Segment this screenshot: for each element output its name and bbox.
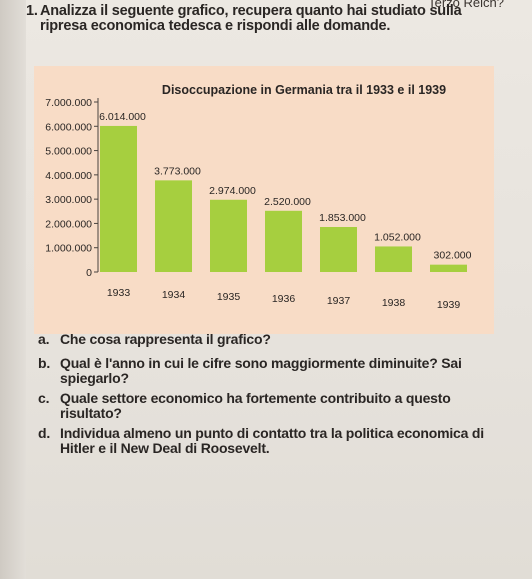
chart-bar (375, 246, 412, 272)
y-tick-label: 6.000.000 (45, 121, 92, 133)
question-c: c. Quale settore economico ha fortemente… (38, 389, 508, 422)
question-label: b. (38, 354, 51, 371)
header-fragment: Terzo Reich? (428, 0, 504, 10)
bar-data-label: 302.000 (434, 250, 472, 262)
chart-bar (100, 125, 137, 272)
y-tick-label: 7.000.000 (45, 97, 92, 109)
x-category-label: 1936 (272, 293, 296, 305)
question-d: d. Individua almeno un punto di contatto… (38, 424, 508, 457)
chart-title: Disoccupazione in Germania tra il 1933 e… (162, 83, 446, 97)
y-tick-label: 4.000.000 (45, 170, 92, 182)
chart-bar (430, 264, 467, 272)
chart-svg: 0 1.000.000 2.000.000 3.000.000 4.000.000 5.0… (45, 83, 472, 311)
bar-data-label: 2.974.000 (209, 185, 256, 197)
exercise-instruction: 1. Analizza il seguente grafico, recuper… (26, 3, 510, 34)
chart-bar (155, 180, 192, 272)
question-a: a. Che cosa rappresenta il grafico? (38, 331, 508, 348)
question-text: Qual è l'anno in cui le cifre sono maggi… (60, 354, 462, 386)
question-text: Quale settore economico ha fortemente co… (60, 389, 451, 421)
y-tick-label: 5.000.000 (45, 146, 92, 158)
chart-bar (265, 210, 302, 272)
bar-data-label: 6.014.000 (99, 111, 146, 123)
question-label: a. (38, 331, 50, 347)
x-category-label: 1937 (327, 295, 351, 307)
bar-data-label: 3.773.000 (154, 165, 201, 177)
bar-data-label: 1.853.000 (319, 212, 366, 224)
page-binding (0, 0, 26, 579)
x-category-label: 1935 (217, 291, 241, 303)
exercise-instruction-text: Analizza il seguente grafico, recupera q… (40, 3, 462, 34)
chart-bar (320, 226, 357, 272)
bar-data-label: 2.520.000 (264, 196, 311, 208)
x-category-label: 1934 (162, 289, 186, 301)
y-tick-label: 3.000.000 (45, 194, 92, 206)
chart-bar (210, 199, 247, 272)
question-label: d. (38, 424, 51, 441)
question-text: Individua almeno un punto di contatto tr… (60, 424, 484, 456)
bar-data-label: 1.052.000 (374, 231, 421, 243)
question-label: c. (38, 389, 50, 406)
questions-list: a. Che cosa rappresenta il grafico? b. Q… (38, 331, 508, 461)
exercise-number: 1. (26, 3, 38, 19)
y-tick-label: 0 (86, 267, 92, 279)
x-category-label: 1939 (437, 299, 461, 311)
y-tick-label: 2.000.000 (45, 218, 92, 230)
x-category-label: 1933 (107, 287, 131, 299)
x-category-label: 1938 (382, 297, 406, 309)
question-b: b. Qual è l'anno in cui le cifre sono ma… (38, 354, 508, 387)
unemployment-chart: 0 1.000.000 2.000.000 3.000.000 4.000.000 5.0… (34, 66, 494, 334)
question-text: Che cosa rappresenta il grafico? (60, 331, 271, 347)
y-tick-label: 1.000.000 (45, 243, 92, 255)
